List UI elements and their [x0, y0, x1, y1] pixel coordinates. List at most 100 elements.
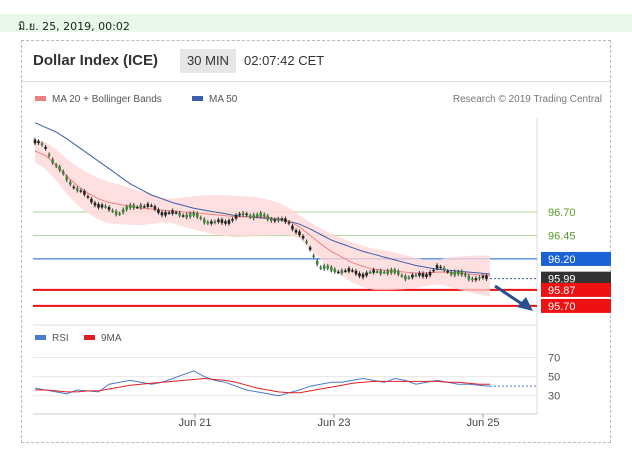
chart-panel: Dollar Index (ICE) 30 MIN 02:07:42 CET — [21, 40, 611, 443]
rsi-ma-line — [35, 377, 490, 394]
level-badge-4 — [541, 282, 611, 297]
candle-body — [153, 206, 157, 210]
candle-body — [121, 209, 125, 213]
rsi-tick-2: 30 — [548, 391, 560, 403]
candle-body — [241, 212, 245, 215]
candle-body — [396, 271, 400, 275]
date-text: มิ.ย. 25, 2019, 00:02 — [18, 20, 130, 33]
candle-body — [192, 212, 196, 216]
candle-body — [111, 210, 114, 212]
candle-body — [411, 274, 414, 278]
candle-body — [213, 221, 217, 223]
level-badge-2 — [541, 251, 611, 266]
level-label-1: 96.45 — [548, 230, 576, 242]
candle-body — [206, 221, 210, 224]
x-label-2: Jun 25 — [466, 417, 499, 429]
candle-body — [418, 272, 421, 276]
candle-body — [164, 212, 167, 216]
candle-body — [125, 206, 129, 210]
candle-body — [435, 265, 439, 269]
candle-body — [337, 271, 340, 274]
candle-body — [478, 277, 481, 279]
candle-body — [135, 206, 139, 209]
candle-body — [245, 213, 248, 216]
x-label-0: Jun 21 — [178, 417, 211, 429]
candle-body — [146, 203, 150, 207]
candle-body — [400, 275, 404, 277]
candle-body — [185, 214, 188, 218]
candle-body — [238, 213, 241, 216]
price-lines — [34, 122, 491, 277]
rsi-line — [34, 370, 491, 397]
candle-body — [386, 270, 390, 274]
candle-body — [157, 209, 160, 213]
candle-body — [379, 270, 382, 274]
candle-body — [72, 186, 76, 189]
candle-body — [37, 141, 40, 144]
candle-body — [453, 271, 457, 276]
candle-body — [255, 214, 259, 217]
candle-body — [93, 202, 97, 206]
rsi-grid: 70 50 30 — [33, 353, 560, 403]
candle-body — [97, 204, 100, 208]
rsi-ma-legend-label: 9MA — [101, 333, 122, 344]
ma50-legend-swatch — [192, 96, 203, 101]
ma20-legend-label: MA 20 + Bollinger Bands — [52, 94, 162, 105]
candle-body — [340, 270, 344, 274]
candle-body — [358, 273, 361, 277]
candle-body — [44, 146, 47, 149]
rsi-ma-legend-swatch — [84, 335, 95, 340]
candle-body — [305, 241, 308, 243]
candles — [33, 137, 488, 283]
candle-body — [252, 214, 255, 219]
candle-body — [301, 235, 305, 239]
candle-body — [308, 247, 312, 250]
candle-body — [375, 271, 379, 273]
candle-body — [432, 269, 435, 272]
candle-body — [485, 275, 488, 280]
level-label-3: 95.99 — [548, 274, 576, 286]
forecast-arrow-icon — [494, 284, 533, 311]
candle-body — [315, 260, 319, 265]
candle-body — [389, 269, 393, 273]
candle-body — [234, 214, 238, 219]
candle-body — [220, 219, 224, 224]
level-label-5: 95.70 — [548, 301, 576, 313]
candle-body — [270, 218, 273, 221]
timeframe-button[interactable]: 30 MIN — [180, 49, 236, 73]
level-label-0: 96.70 — [548, 207, 576, 219]
candle-body — [40, 143, 44, 145]
ma50-legend-label: MA 50 — [209, 94, 238, 105]
candle-body — [287, 221, 291, 224]
candle-body — [86, 196, 90, 198]
level-badge-3 — [541, 271, 611, 286]
candle-body — [449, 272, 453, 275]
candle-body — [467, 275, 471, 280]
candle-body — [326, 265, 330, 269]
candle-body — [393, 269, 397, 273]
level-label-4: 95.87 — [548, 285, 576, 297]
chart-title: Dollar Index (ICE) — [33, 52, 159, 69]
candle-body — [227, 220, 231, 224]
candle-body — [167, 212, 171, 214]
candle-body — [319, 267, 322, 269]
candle-body — [51, 159, 54, 164]
candle-body — [428, 271, 432, 276]
candle-body — [174, 212, 178, 214]
rsi-legend-label: RSI — [52, 333, 69, 344]
candle-body — [407, 277, 411, 279]
candle-body — [421, 273, 425, 277]
candle-body — [414, 274, 418, 277]
candle-body — [150, 205, 153, 207]
candle-body — [54, 164, 58, 167]
candle-body — [90, 198, 93, 203]
candle-body — [33, 139, 37, 144]
candle-body — [354, 270, 358, 275]
candle-body — [471, 278, 474, 281]
ma50-line — [34, 122, 491, 275]
candle-body — [83, 191, 86, 195]
candle-body — [231, 219, 234, 221]
rsi-tick-1: 50 — [548, 372, 560, 384]
candle-body — [344, 270, 347, 272]
